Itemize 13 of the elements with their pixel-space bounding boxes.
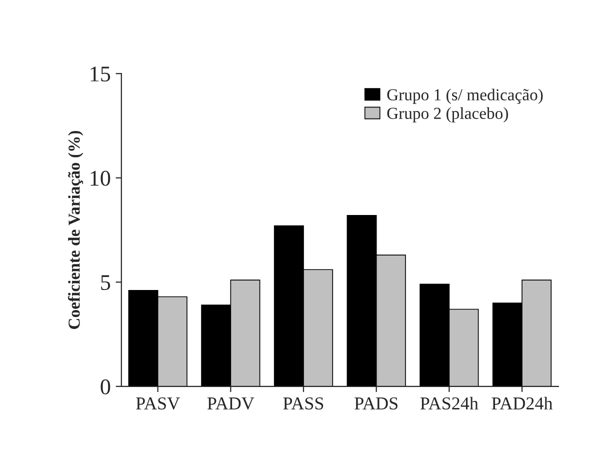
legend-label: Grupo 2 (placebo): [387, 107, 508, 122]
x-tick-label: PASV: [136, 397, 180, 410]
legend-label: Grupo 1 (s/ medicação): [387, 88, 543, 104]
y-axis-title: Coeficiente de Variação (%): [68, 130, 84, 329]
y-tick-label: 15: [90, 66, 110, 82]
x-tick-label: PADV: [207, 397, 254, 410]
y-tick-label: 5: [101, 275, 110, 290]
x-tick-label: PADS: [354, 397, 398, 410]
x-tick-label: PASS: [283, 397, 324, 410]
y-tick-label: 0: [100, 379, 110, 394]
x-tick-label: PAD24h: [492, 396, 553, 410]
x-tick-label: PAS24h: [420, 396, 478, 410]
y-tick-label: 10: [90, 170, 110, 186]
